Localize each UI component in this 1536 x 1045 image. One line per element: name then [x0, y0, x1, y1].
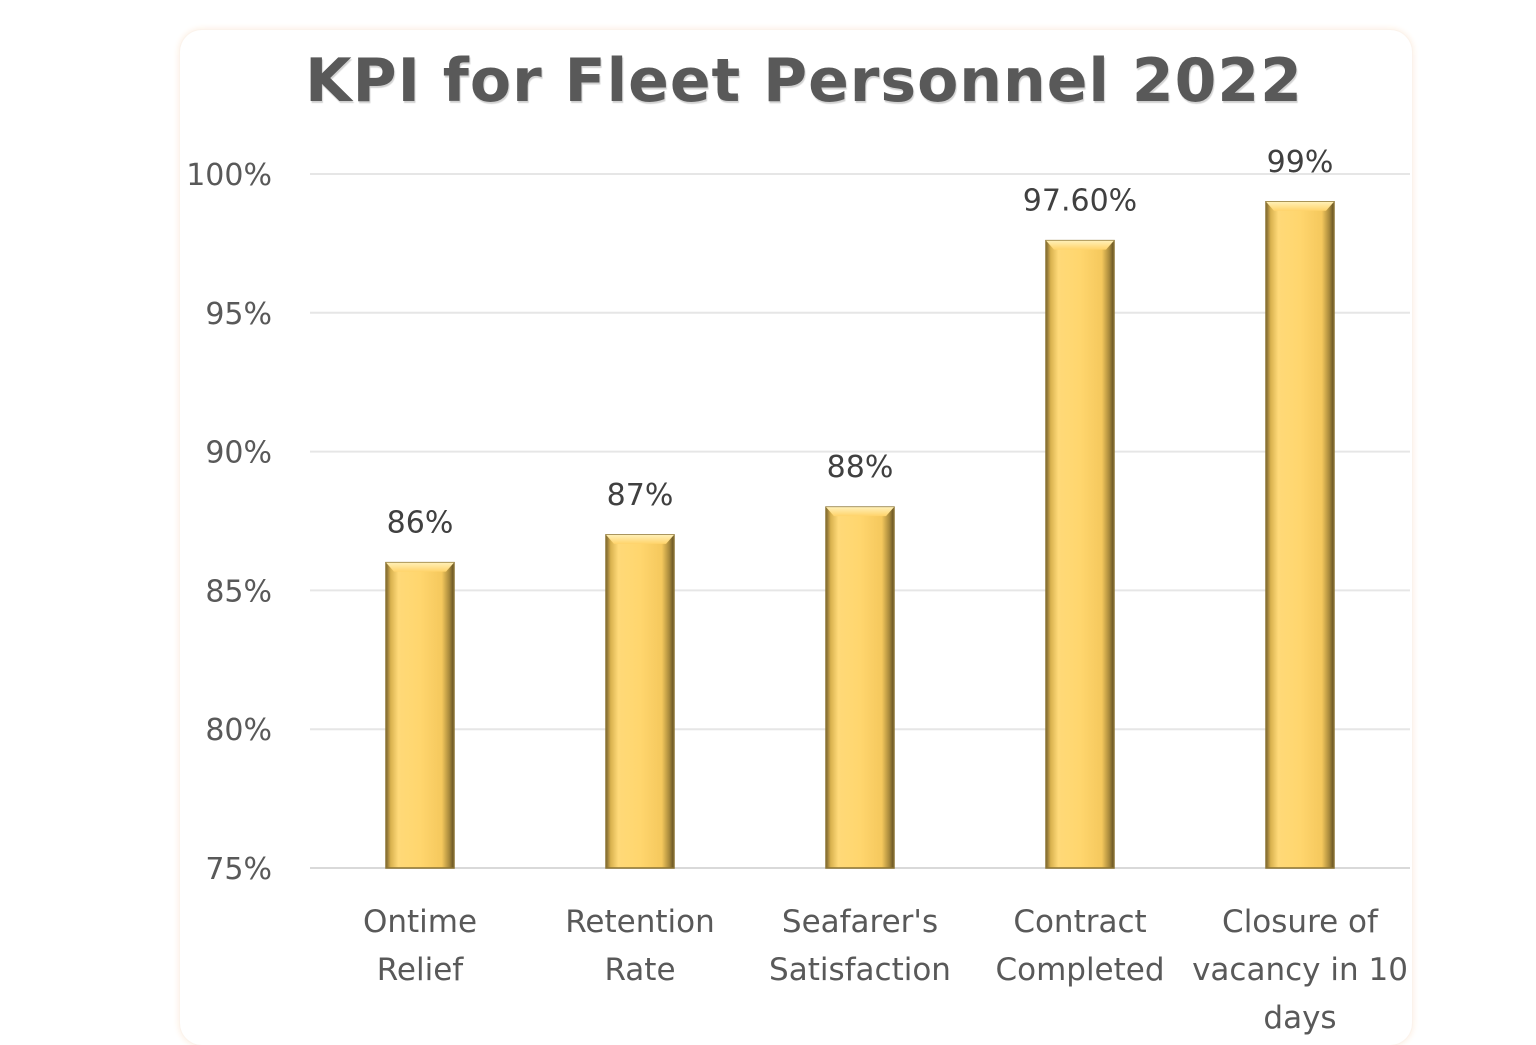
bar-bevel	[1046, 240, 1114, 250]
chart-title: KPI for Fleet Personnel 2022	[305, 46, 1303, 116]
bar	[825, 506, 895, 869]
x-axis-categories: Ontime Relief Retention Rate Seafarer's Satis…	[363, 904, 1408, 1036]
bar	[1265, 201, 1335, 869]
x-category-label: Retention Rate	[565, 904, 714, 988]
x-category-label: Contract Completed	[995, 904, 1164, 988]
x-category-label: Seafarer's Satisfaction	[769, 904, 951, 988]
y-tick-label: 95%	[205, 297, 272, 332]
y-tick-label: 75%	[205, 852, 272, 887]
bar	[605, 534, 675, 869]
data-label: 87%	[607, 478, 674, 513]
data-labels: 86% 87% 88% 97.60% 99%	[387, 145, 1334, 541]
bar-bevel	[606, 534, 674, 544]
y-tick-label: 100%	[186, 158, 272, 193]
bars	[385, 201, 1335, 869]
y-tick-label: 80%	[205, 713, 272, 748]
x-category-label: Ontime Relief	[363, 904, 477, 988]
bar	[385, 561, 455, 869]
bar-bevel	[826, 507, 894, 517]
chart-card	[180, 30, 1412, 1045]
bar-bevel	[1266, 201, 1334, 211]
data-label: 99%	[1267, 145, 1334, 180]
y-tick-label: 90%	[205, 436, 272, 471]
x-category-label: Closure of vacancy in 10 days	[1192, 904, 1408, 1036]
data-label: 97.60%	[1023, 184, 1137, 219]
data-label: 88%	[827, 450, 894, 485]
data-label: 86%	[387, 506, 454, 541]
bar	[1045, 239, 1115, 869]
y-axis-ticks: 75% 80% 85% 90% 95% 100%	[186, 158, 272, 887]
bar-bevel	[386, 562, 454, 572]
y-tick-label: 85%	[205, 574, 272, 609]
